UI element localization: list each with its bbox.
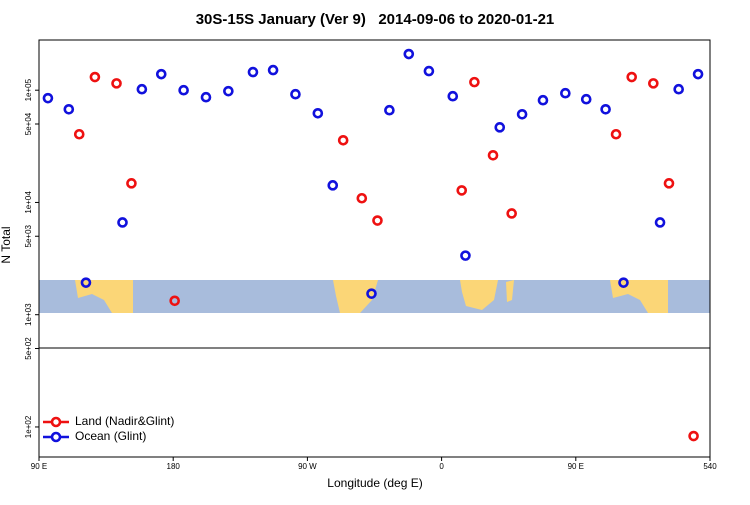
land	[460, 280, 498, 310]
chart-title: 30S-15S January (Ver 9) 2014-09-06 to 20…	[196, 11, 555, 28]
point	[372, 215, 383, 226]
x-axis-label: Longitude (deg E)	[327, 476, 422, 490]
x-tick-label: 540	[703, 462, 717, 471]
point	[456, 185, 468, 196]
point	[80, 277, 92, 288]
y-tick-label: 1e+05	[24, 78, 33, 101]
x-tick-label: 90 W	[298, 462, 317, 471]
point	[692, 68, 704, 80]
y-tick-label: 5e+02	[24, 337, 33, 360]
point	[673, 83, 684, 95]
point	[626, 71, 638, 83]
point	[580, 93, 592, 105]
point	[494, 122, 506, 133]
point	[356, 192, 368, 204]
point	[447, 90, 459, 102]
x-tick-label: 180	[167, 462, 181, 471]
point	[136, 83, 148, 95]
point	[366, 288, 377, 299]
point	[178, 84, 189, 96]
point	[42, 92, 54, 104]
y-tick-label: 5e+03	[24, 224, 33, 247]
point	[688, 430, 699, 442]
land	[506, 280, 514, 302]
point	[384, 104, 395, 116]
legend-label: Ocean (Glint)	[75, 429, 146, 443]
point	[290, 88, 301, 100]
point	[111, 78, 122, 89]
point	[63, 103, 75, 115]
point	[155, 68, 167, 80]
y-tick-label: 1e+02	[24, 415, 33, 438]
point	[73, 128, 85, 140]
point	[403, 48, 415, 60]
plot-frame	[38, 39, 711, 458]
point	[337, 134, 349, 146]
point	[506, 208, 517, 219]
land	[75, 280, 133, 313]
legend: Land (Nadir&Glint)Ocean (Glint)	[43, 414, 174, 443]
point	[169, 295, 180, 307]
point	[423, 65, 435, 77]
point	[600, 103, 611, 115]
legend-marker	[50, 431, 62, 443]
y-axis-label: N Total	[0, 226, 13, 263]
y-tick-label: 5e+04	[24, 112, 33, 135]
point	[663, 178, 675, 189]
point	[537, 94, 549, 106]
point	[200, 91, 212, 103]
legend-marker	[50, 416, 62, 428]
land	[333, 280, 378, 313]
point	[460, 250, 471, 261]
point	[327, 180, 339, 191]
point	[469, 76, 480, 88]
point	[267, 64, 279, 76]
point	[654, 217, 666, 228]
land	[610, 280, 668, 313]
point	[126, 178, 137, 189]
y-tick-label: 1e+04	[24, 191, 33, 214]
x-tick-label: 0	[439, 462, 444, 471]
point	[117, 217, 128, 228]
point	[516, 108, 528, 120]
point	[223, 85, 234, 97]
legend-label: Land (Nadir&Glint)	[75, 414, 174, 428]
y-tick-label: 1e+03	[24, 303, 33, 326]
point	[312, 107, 324, 119]
point	[648, 78, 659, 89]
point	[610, 128, 622, 140]
point	[247, 66, 259, 78]
point	[560, 87, 571, 99]
x-tick-label: 90 E	[568, 462, 584, 471]
point	[89, 71, 101, 83]
point	[618, 277, 629, 288]
x-tick-label: 90 E	[31, 462, 47, 471]
point	[487, 150, 499, 161]
